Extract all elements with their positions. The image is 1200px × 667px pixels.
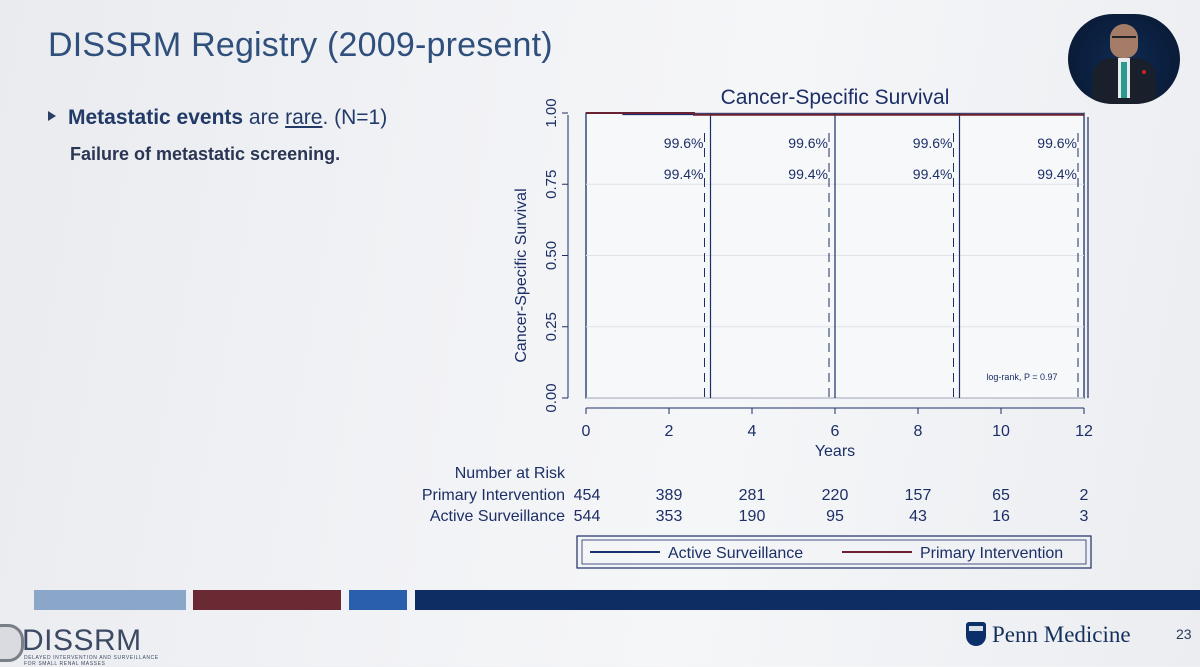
color-bar-1 [34, 590, 186, 610]
legend-label-active-surveillance: Active Surveillance [668, 545, 803, 562]
x-tick-label: 10 [992, 423, 1010, 440]
x-tick-label: 8 [914, 423, 923, 440]
x-tick-label: 0 [582, 423, 591, 440]
risk-table-title: Number at Risk [455, 465, 566, 482]
risk-value: 2 [1080, 487, 1089, 504]
risk-value: 454 [574, 487, 601, 504]
risk-value: 65 [992, 487, 1010, 504]
dissrm-logo: DISSRM DELAYED INTERVENTION AND SURVEILL… [0, 622, 200, 667]
dissrm-ring-icon [0, 624, 24, 662]
y-tick-label: 0.00 [543, 383, 560, 412]
risk-value: 389 [656, 487, 683, 504]
legend-box [576, 535, 1092, 569]
y-axis-label: Cancer-Specific Survival [513, 188, 530, 362]
x-tick-label: 6 [831, 423, 840, 440]
legend-label-primary-intervention: Primary Intervention [920, 545, 1063, 562]
color-bar-4 [415, 590, 1200, 610]
bullet-bold-text: Metastatic events [68, 106, 244, 129]
risk-value: 220 [822, 487, 849, 504]
risk-row-label: Active Surveillance [430, 508, 565, 525]
x-tick-label: 2 [665, 423, 674, 440]
reference-label-bottom: 99.4% [788, 166, 828, 182]
risk-row-label: Primary Intervention [422, 487, 565, 504]
x-axis-label: Years [815, 443, 855, 460]
risk-value: 353 [656, 508, 683, 525]
bullet-subtext: Failure of metastatic screening. [70, 144, 341, 164]
y-tick-label: 0.50 [543, 241, 560, 270]
reference-label-top: 99.6% [1037, 135, 1077, 151]
risk-value: 3 [1080, 508, 1089, 525]
y-tick-label: 0.75 [543, 170, 560, 199]
risk-value: 544 [574, 508, 601, 525]
reference-label-top: 99.6% [664, 135, 704, 151]
bullet-end-text: . (N=1) [322, 106, 388, 129]
y-tick-label: 1.00 [543, 98, 560, 127]
bullet-mid-text: are [243, 106, 286, 129]
risk-value: 43 [909, 508, 927, 525]
bullet-point: Metastatic events are rare. (N=1) [48, 106, 387, 130]
reference-label-bottom: 99.4% [913, 166, 953, 182]
logrank-annotation: log-rank, P = 0.97 [986, 372, 1057, 382]
reference-label-top: 99.6% [788, 135, 828, 151]
penn-shield-icon [966, 622, 986, 646]
legend-inner-box [581, 539, 1087, 565]
presenter-video-avatar [1068, 14, 1180, 104]
dissrm-brand: DISSRM [22, 624, 142, 657]
slide-title: DISSRM Registry (2009-present) [48, 26, 553, 64]
risk-value: 16 [992, 508, 1010, 525]
reference-label-bottom: 99.4% [664, 166, 704, 182]
y-tick-label: 0.25 [543, 312, 560, 341]
reference-label-bottom: 99.4% [1037, 166, 1077, 182]
dissrm-tagline-1: DELAYED INTERVENTION AND SURVEILLANCE [24, 655, 159, 661]
chart-title: Cancer-Specific Survival [721, 86, 950, 109]
risk-value: 190 [739, 508, 766, 525]
dissrm-tagline-2: FOR SMALL RENAL MASSES [24, 661, 106, 667]
bullet-underlined-text: rare [285, 106, 323, 129]
color-bar-3 [349, 590, 407, 610]
x-tick-label: 4 [748, 423, 757, 440]
risk-value: 281 [739, 487, 766, 504]
reference-label-top: 99.6% [913, 135, 953, 151]
risk-value: 95 [826, 508, 844, 525]
page-number: 23 [1176, 626, 1192, 642]
risk-value: 157 [905, 487, 932, 504]
x-tick-label: 12 [1075, 423, 1093, 440]
bullet-triangle-icon [48, 111, 56, 121]
color-bar-2 [193, 590, 341, 610]
penn-medicine-name: Penn Medicine [992, 622, 1131, 647]
series-line [586, 112, 1084, 116]
